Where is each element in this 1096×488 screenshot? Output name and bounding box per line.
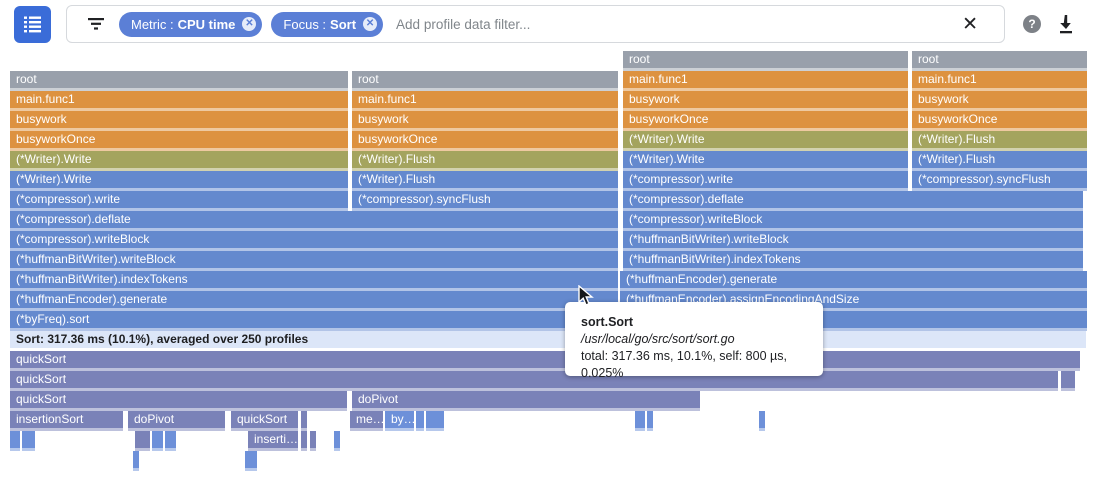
flame-frame[interactable]: (*Writer).Flush (352, 171, 618, 191)
flame-frame[interactable] (301, 431, 307, 451)
flame-frame[interactable]: (*compressor).deflate (10, 211, 618, 231)
filter-chip-focus[interactable]: Focus : Sort ✕ (271, 11, 384, 37)
flame-frame[interactable] (10, 431, 20, 451)
chip-prefix: Focus : (283, 16, 327, 32)
flame-frame[interactable]: (*compressor).syncFlush (912, 171, 1087, 191)
flame-frame[interactable]: (*huffmanEncoder).generate (10, 291, 618, 311)
flame-frame[interactable] (334, 431, 340, 451)
flame-frame[interactable]: busywork (10, 111, 348, 131)
flame-frame[interactable]: quickSort (10, 351, 1080, 371)
flame-frame[interactable]: (*huffmanBitWriter).indexTokens (623, 251, 1083, 271)
flame-frame[interactable] (635, 411, 645, 431)
flame-frame[interactable]: (*Writer).Flush (352, 151, 618, 171)
flame-frame[interactable] (133, 451, 139, 471)
filter-list-icon (88, 18, 104, 30)
flame-frame[interactable]: busyworkOnce (912, 111, 1087, 131)
flame-frame[interactable]: (*Writer).Write (623, 131, 908, 151)
flame-frame[interactable]: (*Writer).Flush (912, 151, 1087, 171)
flame-frame[interactable] (27, 431, 35, 451)
flame-frame[interactable] (416, 411, 424, 431)
flame-frame[interactable]: (*huffmanBitWriter).writeBlock (623, 231, 1083, 251)
flame-frame[interactable] (135, 431, 150, 451)
flame-frame[interactable] (1061, 371, 1075, 391)
flame-frame[interactable]: insertionSort (10, 411, 123, 431)
profile-filter-bar[interactable]: Metric : CPU time ✕ Focus : Sort ✕ Add p… (66, 5, 1005, 43)
chip-prefix: Metric : (131, 16, 174, 32)
flame-frame[interactable]: quickSort (231, 411, 298, 431)
flame-frame[interactable] (250, 451, 257, 471)
chip-value: CPU time (177, 16, 236, 32)
flame-frame[interactable]: busywork (623, 91, 908, 111)
flame-frame[interactable]: doPivot (352, 391, 700, 411)
toolbar: Metric : CPU time ✕ Focus : Sort ✕ Add p… (0, 0, 1096, 48)
flame-frame[interactable]: quickSort (10, 371, 1058, 391)
chip-value: Sort (330, 16, 357, 32)
flame-frame[interactable]: (*Writer).Write (10, 171, 348, 191)
view-list-icon (24, 16, 41, 33)
flame-frame[interactable]: main.func1 (10, 91, 348, 111)
flame-frame[interactable] (22, 431, 28, 451)
flame-frame[interactable] (165, 431, 171, 451)
clear-filters-icon[interactable]: ✕ (962, 13, 978, 35)
flame-frame[interactable]: (*huffmanEncoder).generate (620, 271, 1087, 291)
flame-frame[interactable] (152, 431, 163, 451)
flame-frame[interactable]: busyworkOnce (623, 111, 908, 131)
flame-frame[interactable]: me… (350, 411, 383, 431)
flame-frame[interactable] (310, 431, 316, 451)
flame-frame[interactable]: (*compressor).write (10, 191, 348, 211)
view-options-button[interactable] (14, 6, 51, 43)
flame-frame[interactable]: inserti… (248, 431, 298, 451)
flame-frame[interactable] (647, 411, 653, 431)
flame-frame[interactable]: (*huffmanBitWriter).writeBlock (10, 251, 618, 271)
frame-tooltip: sort.Sort /usr/local/go/src/sort/sort.go… (565, 302, 823, 380)
flame-frame[interactable]: root (912, 51, 1087, 71)
flame-frame[interactable]: main.func1 (623, 71, 908, 91)
flame-frame[interactable]: busywork (912, 91, 1087, 111)
flame-frame[interactable]: doPivot (128, 411, 225, 431)
filter-input-placeholder[interactable]: Add profile data filter... (396, 16, 531, 32)
flame-frame[interactable]: by… (385, 411, 414, 431)
chip-remove-icon[interactable]: ✕ (363, 17, 378, 31)
tooltip-stats: total: 317.36 ms, 10.1%, self: 800 µs, 0… (581, 349, 787, 380)
flame-frame[interactable]: (*compressor).write (623, 171, 908, 191)
flame-frame[interactable]: busywork (352, 111, 618, 131)
flame-frame[interactable] (759, 411, 765, 431)
flame-frame[interactable]: busyworkOnce (352, 131, 618, 151)
flame-chart: Sort: 317.36 ms (10.1%), averaged over 2… (0, 48, 1096, 488)
flame-frame[interactable]: (*huffmanBitWriter).indexTokens (10, 271, 618, 291)
flame-frame[interactable] (245, 451, 251, 471)
flame-frame[interactable] (432, 411, 438, 431)
mouse-cursor (578, 284, 594, 312)
flame-frame[interactable]: root (623, 51, 908, 71)
flame-frame[interactable]: (*Writer).Flush (912, 131, 1087, 151)
flame-frame[interactable]: (*compressor).writeBlock (623, 211, 1083, 231)
flame-frame[interactable]: root (10, 71, 348, 91)
chip-remove-icon[interactable]: ✕ (242, 17, 257, 31)
tooltip-function-name: sort.Sort (581, 315, 634, 329)
flame-frame[interactable]: (*byFreq).sort (10, 311, 618, 331)
flame-frame[interactable]: main.func1 (352, 91, 618, 111)
help-icon[interactable]: ? (1023, 15, 1041, 33)
flame-frame[interactable] (170, 431, 176, 451)
flame-frame[interactable]: (*compressor).writeBlock (10, 231, 618, 251)
flame-frame[interactable]: busyworkOnce (10, 131, 348, 151)
flame-frame[interactable]: quickSort (10, 391, 347, 411)
flame-frame[interactable] (438, 411, 444, 431)
filter-chip-metric[interactable]: Metric : CPU time ✕ (119, 11, 263, 37)
flame-frame[interactable]: (*Writer).Write (623, 151, 908, 171)
flame-frame[interactable]: (*Writer).Write (10, 151, 348, 171)
flame-frame[interactable] (426, 411, 432, 431)
download-icon[interactable] (1056, 13, 1076, 35)
tooltip-source-path: /usr/local/go/src/sort/sort.go (581, 332, 735, 346)
flame-frame[interactable]: main.func1 (912, 71, 1087, 91)
flame-frame[interactable] (301, 411, 307, 431)
flame-frame[interactable]: (*compressor).deflate (623, 191, 1083, 211)
flame-frame[interactable]: (*compressor).syncFlush (352, 191, 618, 211)
selected-frame-banner[interactable]: Sort: 317.36 ms (10.1%), averaged over 2… (10, 331, 1086, 348)
flame-frame[interactable]: root (352, 71, 618, 91)
